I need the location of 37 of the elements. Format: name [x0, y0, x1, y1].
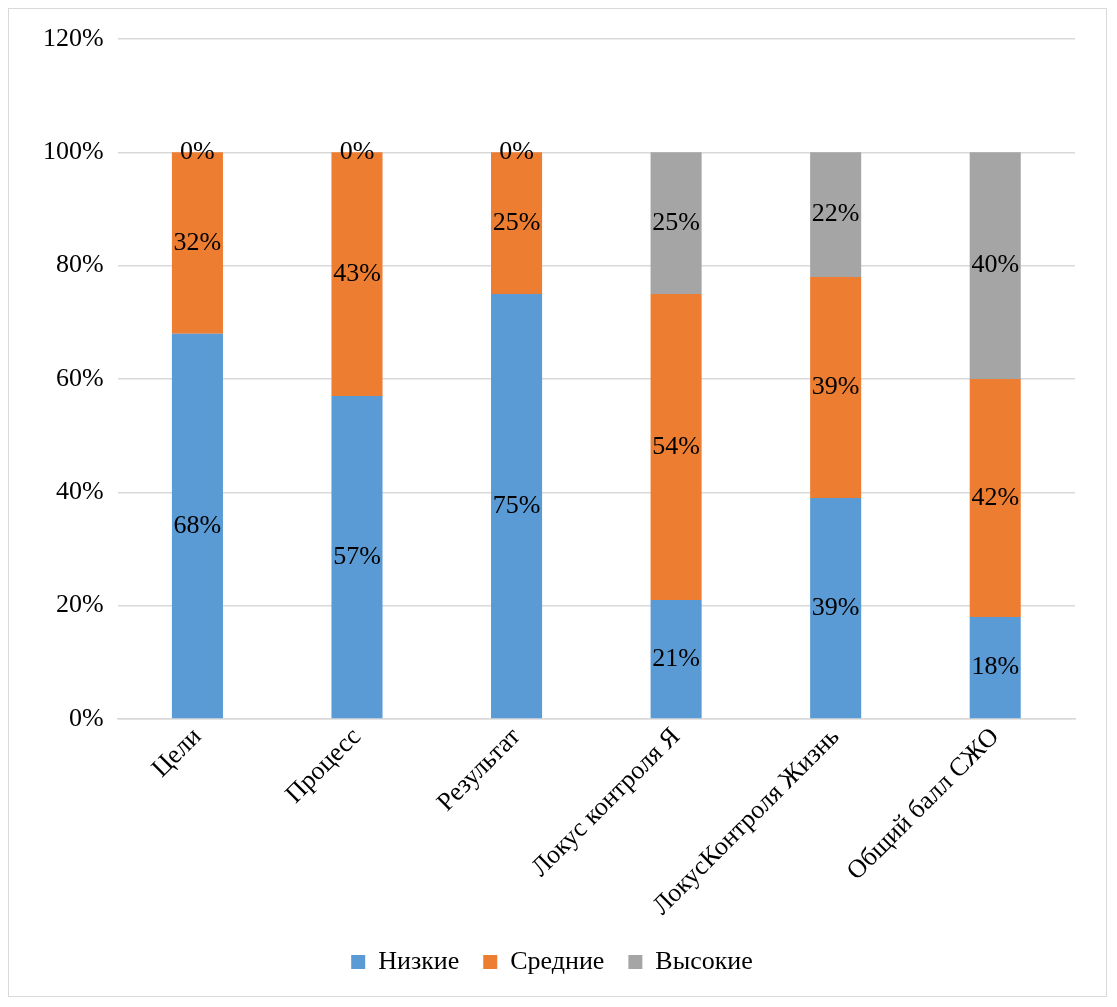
data-label: 25%	[492, 206, 541, 236]
data-label: 57%	[333, 540, 381, 570]
bar	[491, 293, 543, 719]
data-label: 39%	[811, 371, 860, 401]
bar	[810, 152, 862, 277]
data-label: 39%	[811, 591, 860, 621]
y-tick-label: 120%	[42, 22, 104, 52]
bar	[810, 276, 862, 498]
data-label: 25%	[652, 206, 700, 236]
bar	[171, 333, 223, 719]
y-tick-label: 20%	[55, 589, 104, 619]
bar	[969, 378, 1021, 617]
bar	[650, 152, 702, 294]
data-label: 18%	[971, 651, 1020, 681]
data-label: 42%	[971, 481, 1020, 511]
legend-label: Высокие	[655, 945, 753, 975]
data-label: 68%	[173, 509, 222, 539]
data-label: 43%	[333, 257, 381, 287]
y-tick-label: 80%	[55, 249, 104, 279]
data-label: 21%	[652, 642, 700, 672]
legend-label: Низкие	[378, 945, 460, 975]
data-label: 75%	[492, 489, 541, 519]
data-label: 54%	[652, 430, 700, 460]
data-label: 22%	[811, 198, 860, 228]
y-tick-label: 40%	[55, 476, 104, 506]
legend-label: Средние	[510, 945, 605, 975]
y-tick-label: 0%	[68, 702, 104, 732]
bar	[969, 152, 1021, 379]
bar	[810, 497, 862, 719]
bar	[969, 616, 1021, 719]
bar	[331, 395, 383, 719]
data-label: 40%	[971, 249, 1020, 279]
bar	[650, 599, 702, 719]
y-tick-label: 60%	[55, 362, 104, 392]
bar	[650, 293, 702, 600]
y-tick-label: 100%	[42, 136, 104, 166]
data-label: 32%	[173, 226, 222, 256]
